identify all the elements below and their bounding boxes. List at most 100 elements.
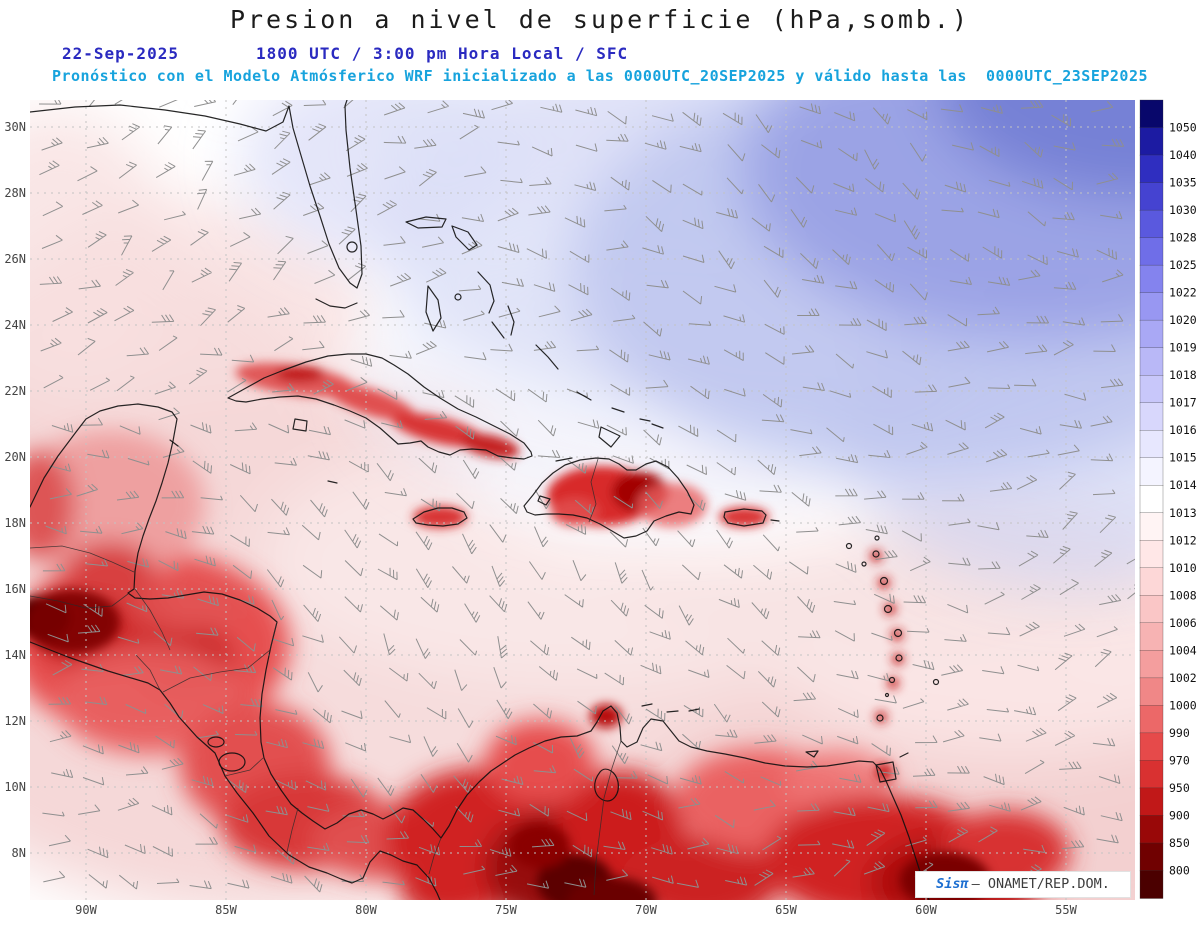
colorbar-label-1019: 1019 [1169, 341, 1197, 355]
coast-margarita [805, 750, 819, 758]
colorbar-label-1040: 1040 [1169, 148, 1197, 162]
coast-grenadines [884, 692, 890, 698]
border-guatemala-south [30, 593, 129, 609]
coast-gulf-florida [30, 100, 363, 289]
coast-barbuda [874, 535, 880, 541]
lat-label-24N: 24N [4, 318, 26, 332]
colorbar-segment [1139, 705, 1164, 734]
coast-inagua [598, 426, 621, 448]
colorbar-label-1028: 1028 [1169, 231, 1197, 245]
colorbar-label-1018: 1018 [1169, 368, 1197, 382]
lake-maracaibo [594, 768, 619, 802]
border-honduras-nicaragua [162, 621, 278, 693]
border-colombia-venezuela [593, 740, 622, 896]
lon-label-70W: 70W [635, 903, 657, 917]
colorbar-label-1017: 1017 [1169, 396, 1197, 410]
coast-turks [651, 423, 664, 429]
coastlines [30, 100, 940, 900]
coast-st-kitts [845, 542, 853, 550]
coast-trinidad [875, 761, 897, 783]
colorbar-label-1010: 1010 [1169, 561, 1197, 575]
coast-curacao [666, 710, 679, 713]
colorbar-label-800: 800 [1169, 864, 1190, 878]
colorbar-segment [1139, 677, 1164, 707]
colorbar-label-970: 970 [1169, 753, 1190, 767]
colorbar-label-1014: 1014 [1169, 478, 1197, 492]
colorbar-label-1035: 1035 [1169, 176, 1197, 190]
coast-grenada [876, 714, 884, 722]
coast-mayaguana [611, 407, 625, 413]
coast-cayman [327, 480, 338, 484]
lon-label-65W: 65W [775, 903, 797, 917]
border-nicaragua-costa-rica [224, 757, 264, 777]
coast-gonave [537, 495, 551, 506]
coast-st-lucia [895, 654, 903, 662]
coast-grand-bahama [405, 216, 447, 229]
colorbar-segment [1139, 292, 1164, 321]
colorbar-label-1030: 1030 [1169, 203, 1197, 217]
latitude-axis: 30N 28N 26N 24N 22N 20N 18N 16N 14N 12N 10N 8N [4, 120, 26, 860]
lat-label-16N: 16N [4, 582, 26, 596]
colorbar-label-1000: 1000 [1169, 698, 1197, 712]
lon-label-90W: 90W [75, 903, 97, 917]
coast-st-vincent [888, 676, 896, 684]
colorbar-segment [1139, 842, 1164, 872]
colorbar-segment [1139, 870, 1164, 899]
colorbar-segment [1139, 182, 1164, 211]
watermark-brand: Sisπ [936, 876, 969, 892]
colorbar-label-1004: 1004 [1169, 643, 1197, 657]
coast-crooked-island [576, 391, 592, 401]
lon-label-75W: 75W [495, 903, 517, 917]
coast-isla-juventud [292, 418, 308, 432]
coast-abaco [451, 225, 478, 251]
colorbar-segment [1139, 512, 1164, 541]
colorbar-segment [1139, 209, 1164, 239]
coast-tortuga [555, 457, 573, 462]
lat-label-14N: 14N [4, 648, 26, 662]
colorbar-segment [1139, 264, 1164, 294]
coast-exuma [491, 321, 505, 339]
colorbar-segment [1139, 99, 1164, 129]
colorbar-segment [1139, 787, 1164, 817]
colorbar-segment [1139, 650, 1164, 679]
colorbar-segment [1139, 154, 1164, 184]
coast-bonaire [688, 708, 700, 712]
border-haiti-dr [588, 458, 599, 523]
lat-label-26N: 26N [4, 252, 26, 266]
coast-central-america-pacific [30, 641, 441, 900]
coast-cuba [227, 353, 533, 460]
colorbar-segment [1139, 402, 1164, 431]
lat-label-18N: 18N [4, 516, 26, 530]
colorbar-segment [1139, 430, 1164, 459]
page-title: Presion a nivel de superficie (hPa,somb.… [229, 5, 971, 34]
coast-new-providence [454, 293, 462, 301]
lat-label-30N: 30N [4, 120, 26, 134]
colorbar-segment [1139, 347, 1164, 376]
watermark: Sisπ – ONAMET/REP.DOM. [916, 872, 1130, 897]
forecast-date: 22-Sep-2025 [62, 44, 179, 63]
coast-barbados [932, 678, 940, 686]
colorbar-segment [1139, 457, 1164, 486]
border-guatemala-honduras [134, 588, 171, 651]
coast-puerto-rico [723, 508, 767, 527]
wind-barbs-field [38, 100, 1135, 893]
colorbar-label-1012: 1012 [1169, 533, 1197, 547]
lake-okeechobee [346, 241, 358, 253]
coast-vieques [770, 519, 780, 522]
border-panama-colombia [428, 837, 442, 875]
colorbar-label-1050: 1050 [1169, 121, 1197, 135]
coast-guadeloupe [879, 576, 889, 586]
colorbar-label-950: 950 [1169, 781, 1190, 795]
lat-label-20N: 20N [4, 450, 26, 464]
lat-label-12N: 12N [4, 714, 26, 728]
coast-aruba [641, 703, 653, 707]
colorbar-label-1016: 1016 [1169, 423, 1197, 437]
coast-montserrat [861, 561, 867, 567]
coast-eleuthera [477, 271, 495, 314]
colorbar-label-1015: 1015 [1169, 451, 1197, 465]
colorbar-label-1006: 1006 [1169, 616, 1197, 630]
coast-long-island [535, 344, 559, 370]
lon-label-80W: 80W [355, 903, 377, 917]
